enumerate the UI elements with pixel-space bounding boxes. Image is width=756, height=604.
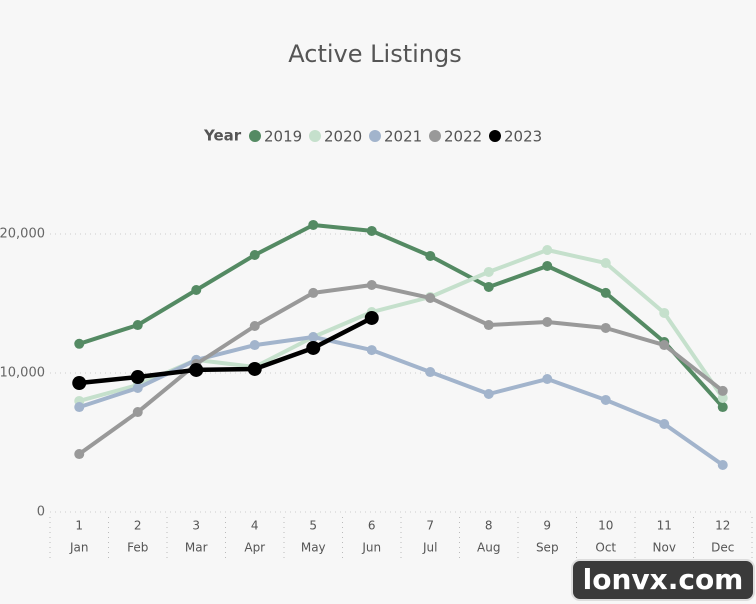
data-point	[72, 376, 87, 391]
data-point	[132, 383, 143, 394]
series-line	[78, 223, 725, 409]
legend-title: Year	[203, 127, 242, 145]
data-point	[425, 292, 436, 303]
data-point	[249, 340, 260, 351]
x-tick-label: 11	[657, 519, 672, 533]
data-point	[717, 402, 728, 413]
x-tick-label: 1	[75, 519, 83, 533]
x-tick-label: 5	[309, 519, 317, 533]
x-tick-label: 10	[598, 519, 613, 533]
data-point	[659, 419, 670, 430]
x-tick-label: 6	[368, 519, 376, 533]
legend-label: 2020	[324, 128, 362, 146]
x-subtick-label: Mar	[185, 541, 208, 555]
legend-label: 2022	[444, 128, 482, 146]
data-point	[132, 407, 143, 418]
data-point	[717, 460, 728, 471]
legend-marker	[369, 130, 381, 142]
data-point	[483, 266, 494, 277]
x-tick-label: 2	[134, 519, 142, 533]
data-point	[366, 225, 377, 236]
x-tick-label: 3	[192, 519, 200, 533]
data-point	[74, 449, 85, 460]
x-subtick-label: Sep	[536, 541, 559, 555]
data-point	[717, 385, 728, 396]
series-line	[78, 335, 724, 467]
x-subtick-label: Oct	[595, 541, 616, 555]
legend-marker	[429, 130, 441, 142]
data-point	[600, 394, 611, 405]
data-point	[247, 361, 262, 376]
data-point	[364, 310, 379, 325]
data-point	[483, 281, 494, 292]
data-point	[483, 320, 494, 331]
x-tick-label: 12	[715, 519, 730, 533]
x-subtick-label: Nov	[653, 541, 676, 555]
data-point	[659, 340, 670, 351]
watermark: lonvx.com	[583, 563, 744, 596]
y-tick-label: 20,000	[0, 227, 45, 242]
data-point	[249, 321, 260, 332]
x-tick-label: 7	[426, 519, 434, 533]
y-tick-label: 10,000	[0, 366, 45, 381]
data-point	[366, 345, 377, 356]
data-point	[542, 260, 553, 271]
data-point	[189, 362, 204, 377]
data-point	[130, 370, 145, 385]
data-point	[308, 219, 319, 230]
x-tick-label: 9	[543, 519, 551, 533]
x-subtick-label: Feb	[127, 541, 148, 555]
data-point	[191, 285, 202, 296]
data-point	[425, 367, 436, 378]
x-subtick-label: Jul	[422, 541, 437, 555]
x-subtick-label: Apr	[244, 541, 265, 555]
data-point	[483, 388, 494, 399]
data-point	[249, 249, 260, 260]
x-subtick-label: Aug	[477, 541, 500, 555]
data-point	[542, 244, 553, 255]
data-point	[600, 258, 611, 269]
legend-label: 2023	[504, 128, 542, 146]
series-line	[79, 315, 373, 386]
legend-marker	[489, 130, 501, 142]
data-point	[542, 373, 553, 384]
data-point	[308, 331, 319, 342]
x-tick-label: 8	[485, 519, 493, 533]
data-point	[600, 287, 611, 298]
legend-label: 2021	[384, 128, 422, 146]
x-subtick-label: Dec	[711, 541, 734, 555]
legend-marker	[249, 130, 261, 142]
data-point	[74, 402, 85, 413]
chart-title: Active Listings	[288, 40, 461, 68]
watermark-box	[571, 559, 755, 601]
data-point	[542, 316, 553, 327]
y-tick-label: 0	[37, 505, 45, 520]
x-subtick-label: Jun	[361, 541, 381, 555]
data-point	[600, 322, 611, 333]
data-point	[425, 250, 436, 261]
x-tick-label: 4	[251, 519, 259, 533]
data-point	[366, 280, 377, 291]
data-point	[659, 307, 670, 318]
x-subtick-label: Jan	[69, 541, 89, 555]
legend-marker	[309, 130, 321, 142]
data-point	[306, 340, 321, 355]
data-point	[717, 393, 728, 404]
legend-label: 2019	[264, 128, 302, 146]
x-subtick-label: May	[301, 541, 326, 555]
data-point	[74, 338, 85, 349]
data-point	[308, 287, 319, 298]
data-point	[132, 320, 143, 331]
